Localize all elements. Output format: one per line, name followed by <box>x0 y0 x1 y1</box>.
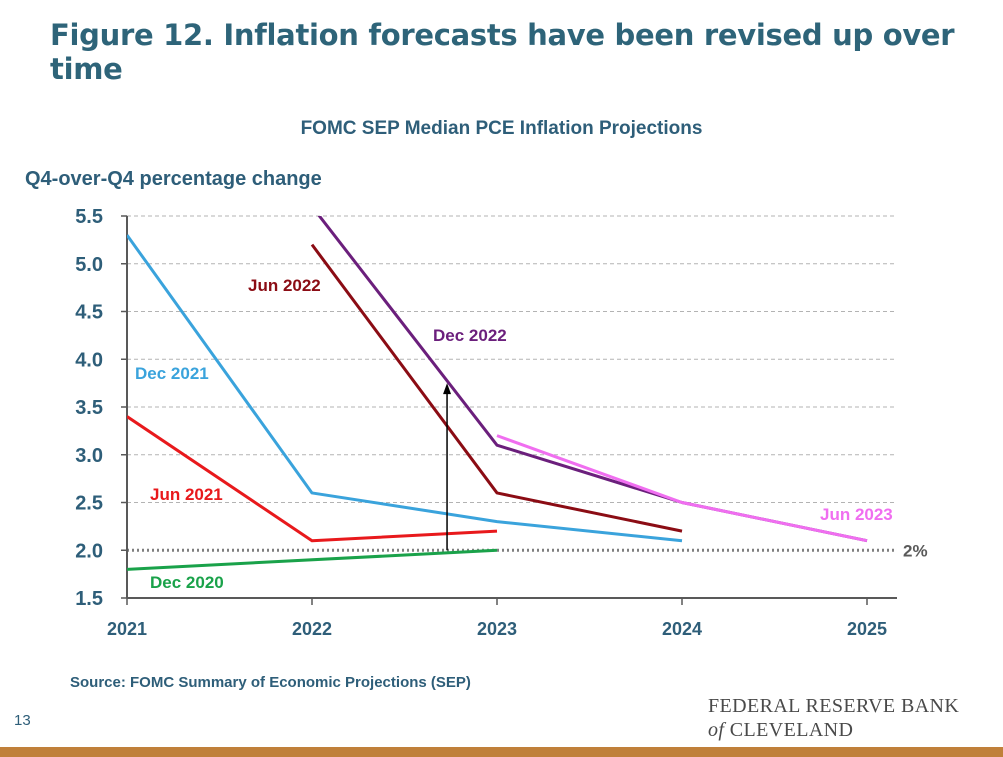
x-tick-label: 2025 <box>847 619 887 639</box>
federal-reserve-logo: FEDERAL RESERVE BANK of CLEVELAND <box>708 694 959 743</box>
series-label-jun-2021: Jun 2021 <box>150 485 223 504</box>
logo-of: of <box>708 719 725 742</box>
slide-title: Figure 12. Inflation forecasts have been… <box>50 18 955 86</box>
series-line-jun-2021 <box>127 415 498 543</box>
series-line-jun-2022 <box>310 243 683 533</box>
bottom-accent-bar <box>0 747 1003 757</box>
logo-line-2: of CLEVELAND <box>708 718 959 742</box>
series-label-jun-2022: Jun 2022 <box>248 276 321 295</box>
logo-cleveland: CLEVELAND <box>729 719 854 742</box>
line-chart: 1.5 2.0 2.5 3.0 3.5 4.0 4.5 5.0 5.5 2% 2021 2022 202… <box>75 206 928 639</box>
series-label-dec-2020: Dec 2020 <box>150 573 224 592</box>
y-tick-label: 4.5 <box>75 302 103 324</box>
reference-line-label: 2% <box>903 541 928 560</box>
x-tick-label: 2021 <box>107 619 147 639</box>
logo-line-1: FEDERAL RESERVE BANK <box>708 695 960 717</box>
y-tick-label: 4.0 <box>75 349 103 371</box>
y-axis-title: Q4-over-Q4 percentage change <box>25 168 322 190</box>
revision-arrow-head <box>443 383 452 395</box>
y-tick-label: 1.5 <box>75 588 103 610</box>
series-label-dec-2021: Dec 2021 <box>135 364 209 383</box>
chart-title: FOMC SEP Median PCE Inflation Projection… <box>300 118 703 139</box>
series-label-dec-2022: Dec 2022 <box>433 326 507 345</box>
page-number: 13 <box>14 712 31 729</box>
x-tick-label: 2022 <box>292 619 332 639</box>
y-tick-label: 3.5 <box>75 397 103 419</box>
y-tick-label: 5.0 <box>75 254 103 276</box>
series-line-jun-2023 <box>496 434 868 543</box>
y-tick-label: 3.0 <box>75 445 103 467</box>
series-label-jun-2023: Jun 2023 <box>820 505 893 524</box>
series-line-dec-2020 <box>127 548 498 571</box>
x-tick-label: 2024 <box>662 619 702 639</box>
series-line-dec-2022 <box>317 216 868 543</box>
y-tick-label: 5.5 <box>75 206 103 228</box>
x-tick-label: 2023 <box>477 619 517 639</box>
y-tick-label: 2.5 <box>75 493 103 515</box>
y-tick-label: 2.0 <box>75 540 103 562</box>
source-note: Source: FOMC Summary of Economic Project… <box>70 674 471 691</box>
series-line-dec-2021 <box>127 234 683 543</box>
